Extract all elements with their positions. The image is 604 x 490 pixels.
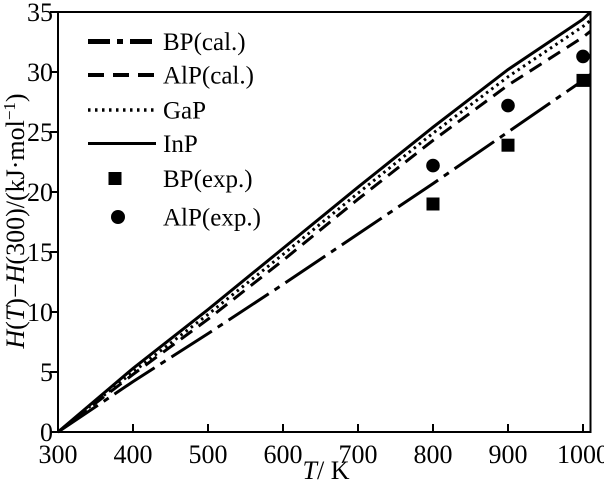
series-lines (57, 10, 592, 434)
data-marker-square (426, 197, 440, 211)
series-line-dashdot (57, 73, 592, 434)
y-axis-label-p2: )− (1, 283, 30, 306)
data-marker-square (576, 73, 590, 87)
x-tick-label: 400 (114, 440, 153, 469)
y-axis-label-superscript: −1 (0, 102, 19, 120)
series-line-dashed (57, 30, 592, 434)
series-line-solid (57, 10, 592, 434)
x-tick-label: 600 (264, 440, 303, 469)
x-axis-label-unit: / K (317, 456, 350, 485)
y-tick-label: 10 (27, 298, 53, 327)
y-tick-label: 0 (40, 418, 53, 447)
y-tick-label: 5 (40, 358, 53, 387)
x-axis-label-variable: T (303, 456, 319, 485)
y-tick-label: 15 (27, 238, 53, 267)
x-axis-ticks: 300 400 500 600 700 800 900 1000 (39, 424, 604, 469)
y-axis-label-h2: H (1, 263, 30, 284)
y-tick-label: 35 (27, 0, 53, 27)
x-tick-label: 900 (489, 440, 528, 469)
y-tick-label: 20 (27, 178, 53, 207)
x-axis-label: T/ K (303, 456, 350, 485)
y-axis-label-p4: ) (1, 93, 30, 102)
legend-label-gap: GaP (163, 98, 206, 125)
legend: BP(cal.) AlP(cal.) GaP InP BP(exp.) AlP(… (88, 29, 261, 232)
y-axis-label-h1: H (1, 329, 30, 350)
y-tick-label: 25 (27, 118, 53, 147)
legend-label-inp: InP (163, 131, 198, 158)
legend-sample-circle-marker (111, 210, 125, 224)
y-axis-label: H(T)−H(300)/(kJ·mol−1) (0, 93, 30, 349)
x-tick-label: 1000 (557, 440, 604, 469)
data-marker-square (501, 138, 515, 152)
plot-box (57, 11, 592, 433)
x-tick-label: 300 (39, 440, 78, 469)
y-axis-label-t: T (1, 305, 30, 321)
y-tick-label: 30 (27, 58, 53, 87)
data-marker-circle (501, 98, 515, 113)
y-axis-label-p3: (300)/(kJ·mol (1, 120, 30, 264)
x-tick-label: 500 (189, 440, 228, 469)
x-tick-label: 700 (339, 440, 378, 469)
legend-label-bp-exp: BP(exp.) (163, 166, 253, 193)
legend-label-alp-exp: AlP(exp.) (163, 205, 261, 232)
legend-label-alp-cal: AlP(cal.) (163, 63, 254, 90)
legend-sample-square-marker (108, 172, 122, 185)
legend-label-bp-cal: BP(cal.) (163, 29, 246, 56)
x-tick-label: 800 (414, 440, 453, 469)
y-axis-label-p1: ( (1, 321, 30, 330)
data-marker-circle (426, 158, 440, 173)
scatter-markers (426, 49, 590, 211)
data-marker-circle (576, 49, 590, 64)
y-axis-ticks: 0 5 10 15 20 25 30 35 (27, 0, 58, 447)
